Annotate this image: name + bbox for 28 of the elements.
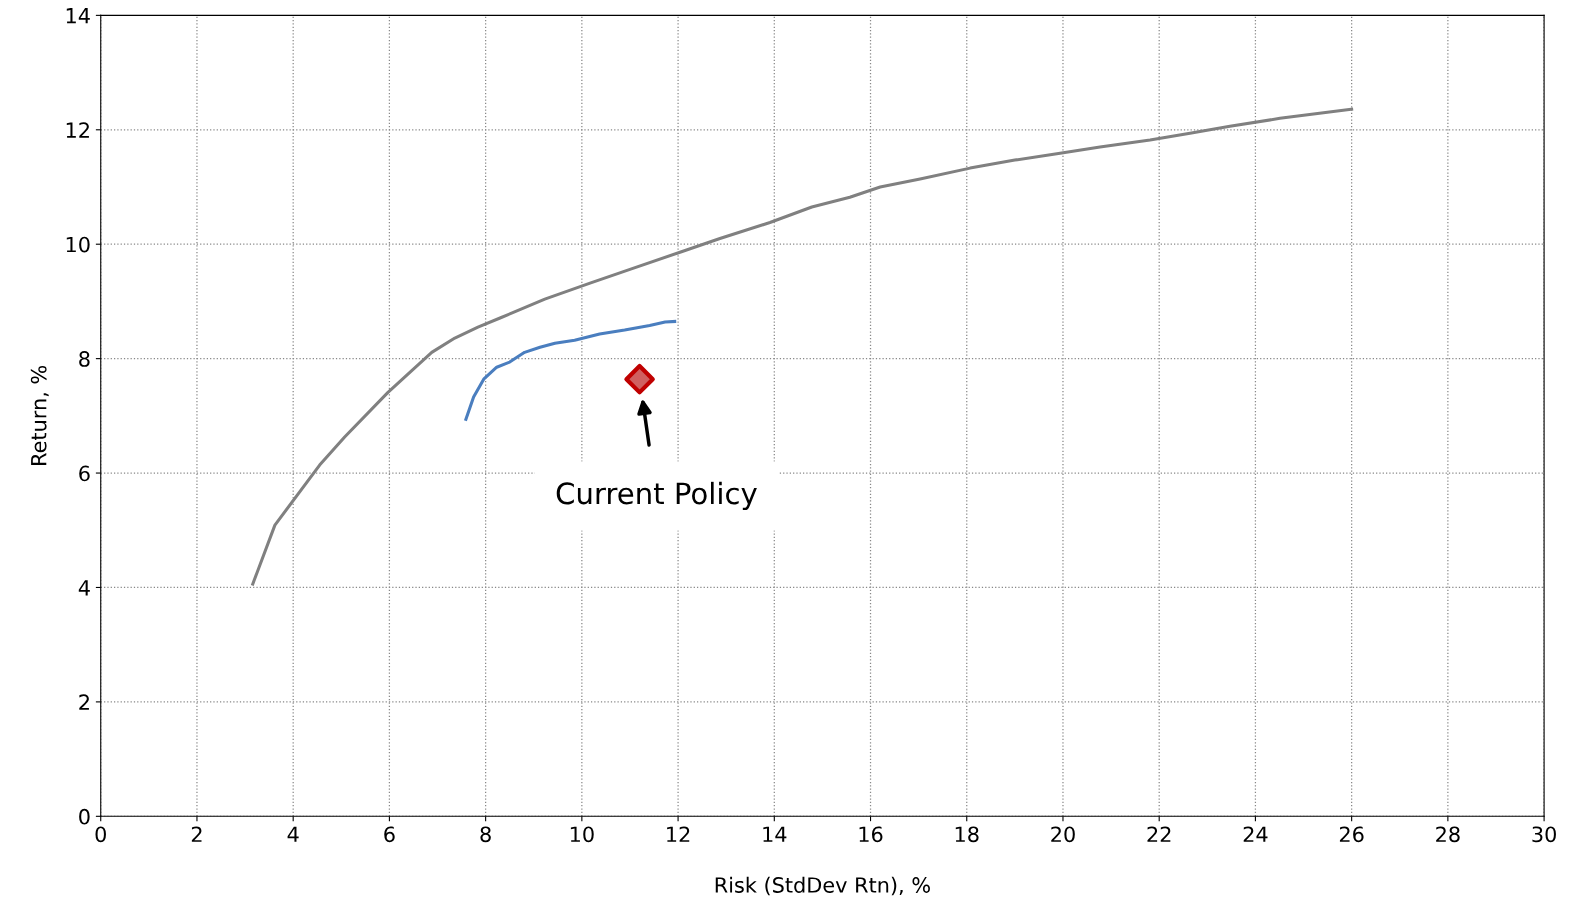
x-tick-label: 8 xyxy=(480,826,491,843)
y-tick-label: 8 xyxy=(79,351,90,367)
x-tick-label: 28 xyxy=(1436,826,1460,843)
y-tick-label: 12 xyxy=(66,122,89,138)
annotation: Current Policy xyxy=(556,481,757,511)
y-tick-label: 2 xyxy=(79,694,89,710)
x-tick-label: 4 xyxy=(287,826,299,842)
x-tick-label: 6 xyxy=(384,826,395,843)
y-tick-label: 14 xyxy=(66,8,90,24)
x-tick-label: 2 xyxy=(191,826,202,842)
x-tick-label: 26 xyxy=(1339,826,1364,843)
x-tick-label: 18 xyxy=(955,826,979,843)
y-tick-label: 6 xyxy=(79,465,90,482)
x-tick-label: 22 xyxy=(1147,826,1171,842)
y-tick-label: 0 xyxy=(79,808,90,825)
x-tick-label: 0 xyxy=(95,826,106,843)
x-axis-title: Risk (StdDev Rtn), % xyxy=(715,876,930,896)
y-axis-title: Return, % xyxy=(30,365,49,465)
x-tick-label: 10 xyxy=(570,826,594,843)
x-tick-label: 14 xyxy=(763,826,787,842)
x-tick-label: 12 xyxy=(667,826,690,842)
x-tick-label: 24 xyxy=(1243,826,1268,842)
y-tick-label: 10 xyxy=(66,236,90,253)
y-tick-label: 4 xyxy=(78,580,90,596)
line-series xyxy=(464,319,677,421)
x-tick-label: 30 xyxy=(1532,826,1556,843)
x-tick-label: 20 xyxy=(1051,826,1075,843)
x-tick-label: 16 xyxy=(859,826,883,843)
